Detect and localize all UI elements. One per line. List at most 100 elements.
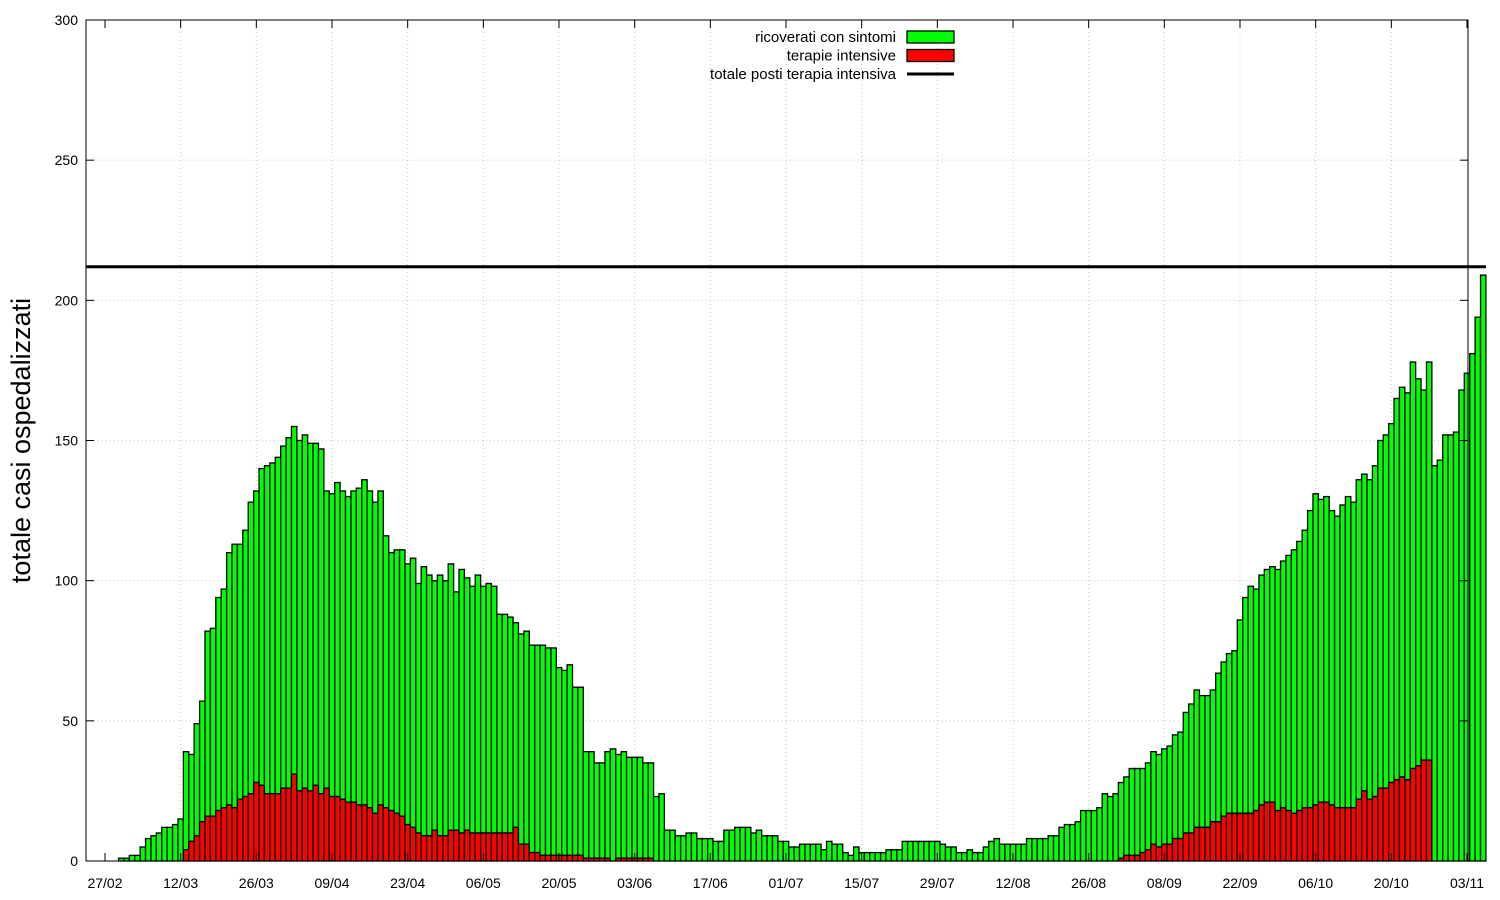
- bar-terapie-intensive: [296, 790, 303, 862]
- bar-ricoverati-con-sintomi: [1274, 568, 1282, 812]
- bar-ricoverati-con-sintomi: [1377, 439, 1384, 789]
- x-tick-label: 03/06: [617, 875, 652, 891]
- bar-ricoverati-con-sintomi: [1155, 753, 1163, 848]
- bar-ricoverati-con-sintomi: [1360, 473, 1368, 792]
- bar-ricoverati-con-sintomi: [690, 832, 698, 862]
- bar-ricoverati-con-sintomi: [388, 551, 395, 812]
- bar-ricoverati-con-sintomi: [350, 490, 357, 803]
- bar-terapie-intensive: [1404, 779, 1411, 862]
- bar-terapie-intensive: [328, 795, 336, 862]
- bar-ricoverati-con-sintomi: [1393, 397, 1401, 781]
- bar-terapie-intensive: [1258, 804, 1265, 862]
- bar-ricoverati-con-sintomi: [161, 826, 168, 862]
- bar-terapie-intensive: [490, 832, 498, 862]
- bar-ricoverati-con-sintomi: [171, 823, 179, 862]
- bar-terapie-intensive: [512, 826, 520, 862]
- bar-ricoverati-con-sintomi: [1004, 843, 1011, 862]
- x-tick-label: 09/04: [314, 875, 349, 891]
- bar-ricoverati-con-sintomi: [274, 456, 282, 795]
- bar-ricoverati-con-sintomi: [1193, 689, 1201, 829]
- bar-ricoverati-con-sintomi: [982, 846, 990, 862]
- bar-ricoverati-con-sintomi: [1090, 809, 1098, 862]
- bar-ricoverati-con-sintomi: [366, 490, 374, 809]
- bar-ricoverati-con-sintomi: [1150, 751, 1157, 845]
- bar-terapie-intensive: [571, 854, 579, 862]
- bar-ricoverati-con-sintomi: [928, 840, 936, 862]
- bar-terapie-intensive: [1242, 812, 1249, 862]
- bar-ricoverati-con-sintomi: [955, 851, 963, 862]
- x-tick-label: 06/10: [1298, 875, 1333, 891]
- bar-ricoverati-con-sintomi: [404, 563, 412, 826]
- bar-ricoverati-con-sintomi: [1404, 392, 1411, 781]
- bar-terapie-intensive: [280, 787, 287, 862]
- bar-ricoverati-con-sintomi: [1160, 748, 1168, 845]
- bar-terapie-intensive: [312, 784, 320, 862]
- bar-terapie-intensive: [344, 801, 352, 862]
- bar-terapie-intensive: [1269, 801, 1276, 862]
- x-tick-label: 29/07: [920, 875, 955, 891]
- bar-ricoverati-con-sintomi: [604, 751, 611, 859]
- bar-ricoverati-con-sintomi: [615, 753, 622, 859]
- bar-ricoverati-con-sintomi: [593, 762, 601, 859]
- bar-ricoverati-con-sintomi: [1052, 835, 1060, 862]
- bar-terapie-intensive: [301, 787, 309, 862]
- bar-ricoverati-con-sintomi: [1220, 661, 1228, 817]
- bar-ricoverati-con-sintomi: [263, 465, 271, 795]
- bar-terapie-intensive: [1377, 787, 1384, 862]
- bar-terapie-intensive: [1204, 826, 1211, 862]
- bar-ricoverati-con-sintomi: [896, 849, 903, 862]
- bar-ricoverati-con-sintomi: [944, 846, 952, 862]
- bar-ricoverati-con-sintomi: [852, 846, 860, 862]
- x-tick-label: 15/07: [844, 875, 879, 891]
- bar-ricoverati-con-sintomi: [361, 479, 368, 806]
- bar-terapie-intensive: [1231, 812, 1238, 862]
- bar-ricoverati-con-sintomi: [436, 574, 444, 837]
- bar-ricoverati-con-sintomi: [1231, 650, 1238, 814]
- bar-ricoverati-con-sintomi: [750, 832, 757, 862]
- bar-ricoverati-con-sintomi: [1079, 809, 1087, 862]
- bar-ricoverati-con-sintomi: [696, 837, 703, 862]
- bar-ricoverati-con-sintomi: [155, 832, 163, 862]
- legend-item-posti-terapia: totale posti terapia intensiva: [710, 66, 954, 83]
- bar-terapie-intensive: [1312, 804, 1320, 862]
- bar-ricoverati-con-sintomi: [1036, 837, 1044, 862]
- bar-ricoverati-con-sintomi: [317, 448, 325, 795]
- bar-ricoverati-con-sintomi: [1425, 361, 1433, 761]
- bar-ricoverati-con-sintomi: [415, 582, 422, 834]
- bar-terapie-intensive: [1323, 801, 1330, 862]
- bar-ricoverati-con-sintomi: [420, 566, 428, 837]
- y-tick-label: 200: [55, 292, 79, 308]
- bar-ricoverati-con-sintomi: [469, 585, 476, 834]
- bar-terapie-intensive: [220, 807, 228, 862]
- bar-ricoverati-con-sintomi: [1269, 566, 1276, 803]
- bar-ricoverati-con-sintomi: [1252, 588, 1260, 812]
- bar-ricoverati-con-sintomi: [1112, 793, 1120, 862]
- x-tick-label: 12/03: [163, 875, 198, 891]
- y-tick-label: 150: [55, 433, 79, 449]
- bar-ricoverati-con-sintomi: [1247, 585, 1255, 814]
- bar-ricoverati-con-sintomi: [528, 644, 536, 854]
- bar-ricoverati-con-sintomi: [225, 551, 233, 806]
- bar-terapie-intensive: [496, 832, 503, 862]
- bar-terapie-intensive: [507, 832, 514, 862]
- bar-terapie-intensive: [1123, 854, 1130, 862]
- bar-terapie-intensive: [1150, 843, 1157, 862]
- bar-terapie-intensive: [274, 793, 282, 862]
- bar-terapie-intensive: [1133, 854, 1141, 862]
- y-tick-label: 100: [55, 573, 79, 589]
- bar-terapie-intensive: [539, 854, 547, 862]
- bar-ricoverati-con-sintomi: [144, 837, 152, 862]
- bar-ricoverati-con-sintomi: [1139, 767, 1147, 854]
- bar-ricoverati-con-sintomi: [1387, 423, 1395, 784]
- x-tick-label: 01/07: [768, 875, 803, 891]
- bar-terapie-intensive: [258, 784, 266, 862]
- bar-terapie-intensive: [388, 809, 395, 862]
- bar-terapie-intensive: [1144, 849, 1152, 862]
- bar-ricoverati-con-sintomi: [539, 644, 547, 857]
- bar-ricoverati-con-sintomi: [544, 647, 552, 857]
- bar-ricoverati-con-sintomi: [398, 549, 406, 817]
- bar-ricoverati-con-sintomi: [323, 490, 330, 789]
- bar-ricoverati-con-sintomi: [1123, 776, 1130, 857]
- y-tick-label: 50: [62, 713, 78, 729]
